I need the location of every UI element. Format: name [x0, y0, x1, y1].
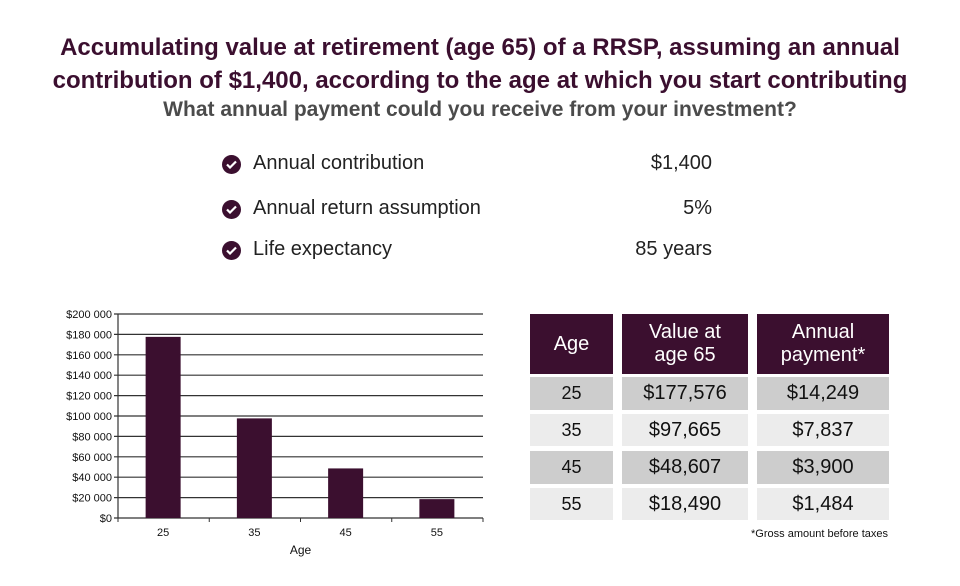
table-cell: $3,900: [757, 451, 889, 484]
title-line-1: Accumulating value at retirement (age 65…: [60, 34, 900, 61]
table-cell: 25: [530, 377, 613, 410]
assumption-item: Life expectancy 85 years: [222, 238, 712, 264]
table-cell: 35: [530, 414, 613, 446]
x-axis-label: Age: [290, 543, 312, 557]
footnote: *Gross amount before taxes: [751, 528, 888, 540]
y-tick-label: $60 000: [72, 452, 112, 464]
table-cell: $14,249: [757, 377, 889, 410]
y-tick-label: $180 000: [66, 329, 112, 341]
assumption-label: Annual return assumption: [253, 197, 481, 219]
table-cell: $7,837: [757, 414, 889, 446]
assumption-value: 85 years: [635, 238, 712, 260]
x-tick-label: 45: [340, 527, 352, 539]
table-cell: $1,484: [757, 488, 889, 520]
check-circle-icon: [222, 155, 241, 174]
y-tick-label: $40 000: [72, 472, 112, 484]
table-cell: 45: [530, 451, 613, 484]
y-tick-label: $20 000: [72, 493, 112, 505]
bar-chart: $0 $20 000 $40 000 $60 000 $80 000 $100 000 $1…: [66, 309, 484, 557]
bar-55: [419, 499, 455, 518]
x-tick-label: 35: [248, 527, 260, 539]
assumption-value: $1,400: [650, 152, 712, 174]
check-circle-icon: [222, 241, 241, 260]
bar-45: [328, 468, 364, 518]
assumption-label: Life expectancy: [253, 238, 392, 260]
title-line-2: contribution of $1,400, according to the…: [52, 67, 908, 94]
table-cell: 55: [530, 488, 613, 520]
table-cell: $177,576: [622, 377, 748, 410]
y-tick-label: $100 000: [66, 411, 112, 423]
bar-25: [145, 336, 181, 518]
table-header-cell: Annual payment*: [757, 314, 889, 374]
table-header-cell: Value at age 65: [622, 314, 748, 374]
assumption-item: Annual contribution $1,400: [222, 152, 712, 178]
assumption-value: 5%: [683, 197, 712, 219]
y-tick-label: $200 000: [66, 309, 112, 321]
check-circle-icon: [222, 200, 241, 219]
y-tick-label: $140 000: [66, 370, 112, 382]
x-tick-label: 55: [431, 527, 443, 539]
table-cell: $48,607: [622, 451, 748, 484]
table-cell: $18,490: [622, 488, 748, 520]
assumption-label: Annual contribution: [253, 152, 425, 174]
y-tick-label: $120 000: [66, 391, 112, 403]
assumption-item: Annual return assumption 5%: [222, 197, 712, 223]
y-tick-label: $80 000: [72, 431, 112, 443]
bar-35: [236, 418, 272, 518]
table-cell: $97,665: [622, 414, 748, 446]
x-tick-label: 25: [157, 527, 169, 539]
y-tick-label: $0: [100, 513, 112, 525]
table-header-cell: Age: [530, 314, 613, 374]
subtitle: What annual payment could you receive fr…: [163, 98, 797, 121]
y-tick-label: $160 000: [66, 350, 112, 362]
